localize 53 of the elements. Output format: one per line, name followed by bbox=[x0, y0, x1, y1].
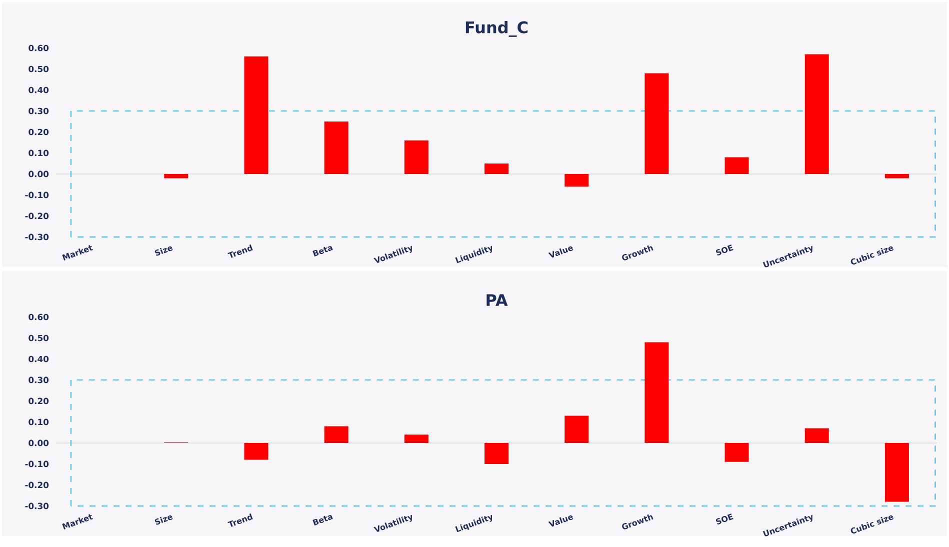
bar bbox=[484, 442, 509, 464]
x-tick-label: Cubic size bbox=[850, 515, 894, 534]
bar bbox=[884, 174, 909, 178]
bar bbox=[804, 428, 829, 443]
x-tick-label: Size bbox=[154, 515, 173, 525]
bar bbox=[564, 174, 589, 187]
x-tick-label: Trend bbox=[228, 244, 253, 258]
bar bbox=[244, 442, 268, 460]
y-tick-label: 0.40 bbox=[28, 86, 49, 94]
bar bbox=[644, 73, 669, 174]
y-tick-label: 0.60 bbox=[28, 314, 49, 320]
bar bbox=[164, 174, 188, 178]
bar bbox=[724, 157, 749, 174]
x-tick-label: Value bbox=[548, 515, 574, 527]
x-tick-label: Size bbox=[154, 246, 173, 256]
y-tick-label: -0.10 bbox=[25, 460, 49, 468]
x-tick-label: SOE bbox=[716, 513, 734, 524]
y-tick-label: -0.20 bbox=[25, 482, 49, 488]
y-tick-label: 0.20 bbox=[28, 398, 49, 404]
bar bbox=[404, 140, 428, 174]
y-tick-label: 0.10 bbox=[28, 418, 49, 426]
x-tick-label: Trend bbox=[228, 513, 253, 527]
y-tick-label: 0.00 bbox=[28, 440, 49, 446]
bar bbox=[724, 442, 749, 462]
x-tick-label: Cubic size bbox=[850, 246, 894, 264]
bar bbox=[244, 56, 268, 174]
chart-title: PA bbox=[486, 294, 508, 306]
y-tick-label: 0.60 bbox=[28, 44, 49, 52]
y-tick-label: 0.20 bbox=[28, 128, 49, 136]
bar bbox=[884, 442, 909, 502]
y-tick-label: -0.30 bbox=[25, 502, 49, 510]
y-tick-label: 0.30 bbox=[28, 108, 49, 114]
bar bbox=[404, 434, 428, 443]
y-tick-label: 0.50 bbox=[28, 66, 49, 72]
bar bbox=[644, 342, 669, 443]
bar bbox=[804, 54, 829, 174]
y-tick-label: 0.40 bbox=[28, 356, 49, 362]
y-tick-label: -0.30 bbox=[25, 234, 49, 240]
x-tick-label: Beta bbox=[312, 515, 333, 526]
chart-title: Fund_C bbox=[466, 20, 528, 37]
bar bbox=[484, 163, 509, 174]
bar bbox=[324, 121, 348, 174]
y-tick-label: -0.10 bbox=[25, 192, 49, 198]
y-tick-label: 0.00 bbox=[28, 170, 49, 178]
y-tick-label: 0.10 bbox=[28, 150, 49, 156]
x-tick-label: Value bbox=[548, 246, 574, 258]
y-tick-label: 0.50 bbox=[28, 334, 49, 342]
x-tick-label: Beta bbox=[312, 246, 333, 256]
bar bbox=[564, 416, 589, 443]
y-tick-label: 0.30 bbox=[28, 376, 49, 384]
x-tick-label: SOE bbox=[716, 244, 734, 256]
bar bbox=[324, 426, 348, 443]
y-tick-label: -0.20 bbox=[25, 212, 49, 220]
